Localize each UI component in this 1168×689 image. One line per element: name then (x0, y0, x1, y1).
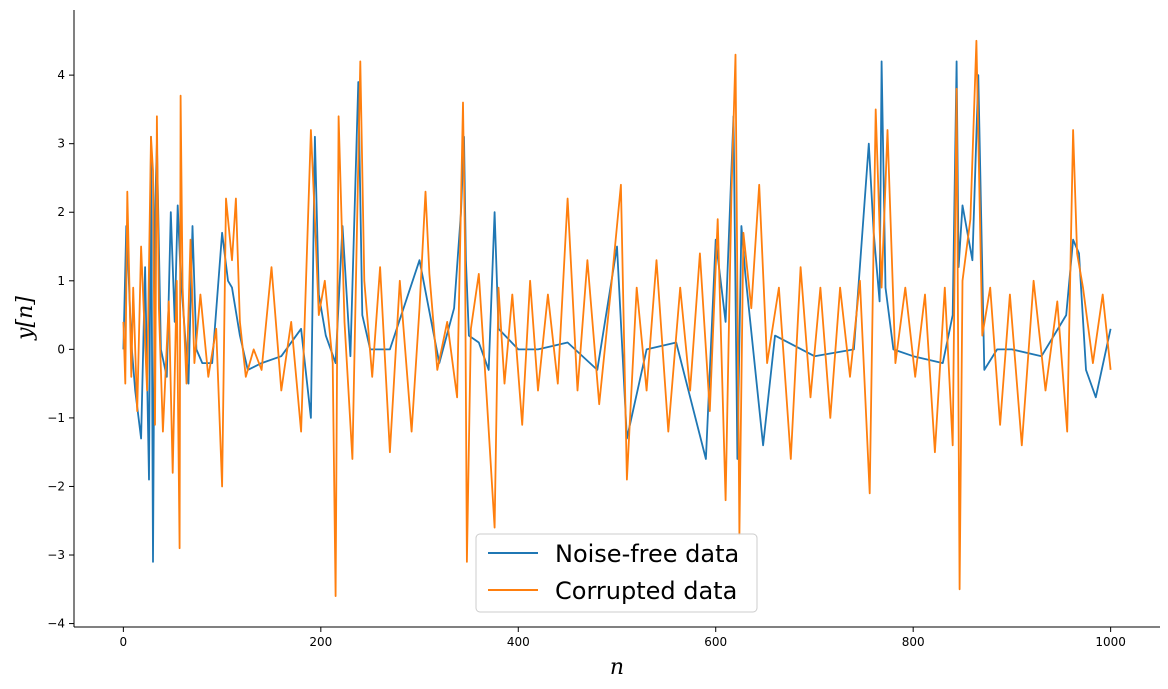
x-tick-label: 400 (507, 635, 530, 649)
x-tick-label: 0 (120, 635, 128, 649)
y-tick-label: −2 (47, 479, 65, 493)
x-tick-label: 800 (902, 635, 925, 649)
legend-label-corrupted: Corrupted data (555, 577, 737, 605)
y-tick-label: 2 (57, 205, 65, 219)
x-axis-label: n (610, 655, 624, 680)
x-tick-label: 600 (704, 635, 727, 649)
y-tick-label: −3 (47, 548, 65, 562)
legend-label-noise-free: Noise-free data (555, 540, 739, 568)
y-tick-label: 4 (57, 68, 65, 82)
y-tick-label: −1 (47, 411, 65, 425)
x-tick-label: 200 (309, 635, 332, 649)
y-tick-label: 0 (57, 342, 65, 356)
y-axis-label: y[n] (13, 296, 38, 341)
series-line-corrupted (122, 39, 1112, 597)
y-tick-label: −4 (47, 617, 65, 631)
y-tick-label: 3 (57, 137, 65, 151)
x-tick-label: 1000 (1095, 635, 1126, 649)
legend-box (475, 533, 758, 613)
series-layer (122, 39, 1112, 597)
x-ticks: 0 200 400 600 800 1000 (120, 627, 1126, 649)
y-ticks: −4 −3 −2 −1 0 1 2 3 4 (47, 68, 74, 631)
y-tick-label: 1 (57, 274, 65, 288)
legend: Noise-free data Corrupted data (475, 533, 758, 613)
